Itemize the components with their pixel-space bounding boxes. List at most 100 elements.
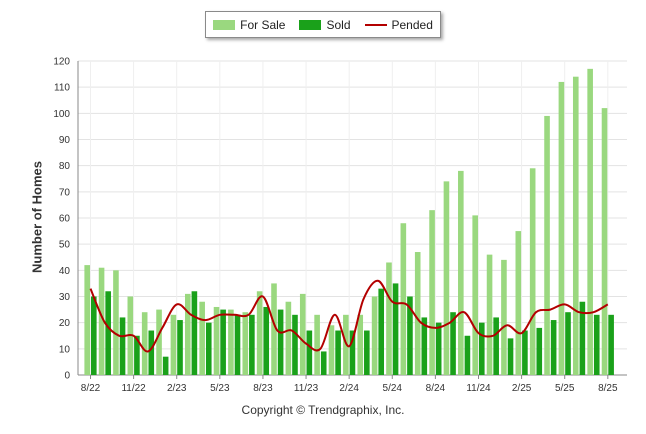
sold-bar	[450, 312, 456, 375]
sold-bar	[320, 351, 327, 375]
y-tick-label: 0	[64, 371, 70, 382]
sold-bar	[536, 327, 543, 375]
y-tick-label: 110	[54, 83, 70, 94]
gridlines	[78, 60, 627, 375]
y-axis-title: Number of Homes	[29, 161, 45, 273]
for-sale-bar	[328, 325, 335, 375]
x-tick-label: 2/24	[339, 383, 359, 394]
sold-bar	[392, 283, 399, 375]
for-sale-bar	[400, 223, 407, 375]
sold-bar	[292, 314, 298, 375]
legend-item-pended[interactable]: Pended	[364, 17, 433, 32]
legend-label-for-sale: For Sale	[240, 17, 286, 32]
sold-bar	[493, 317, 499, 375]
pended-line-layer	[89, 279, 609, 353]
y-tick-label: 10	[59, 344, 71, 355]
sold-bar	[249, 314, 255, 375]
for-sale-bar	[529, 168, 536, 375]
for-sale-bar	[299, 293, 306, 375]
for-sale-bar	[429, 210, 435, 375]
tick-labels: 0 10 20 30 40 50 60 70 80 90 100 110 120 8/22 11/22 2/2…	[53, 57, 618, 395]
y-tick-label: 120	[53, 57, 70, 68]
for-sale-bar	[515, 231, 522, 375]
sold-bar	[134, 335, 140, 375]
for-sale-bar	[199, 301, 205, 375]
sold-bar	[220, 309, 226, 375]
y-tick-label: 20	[59, 318, 71, 329]
for-sale-bar	[601, 108, 608, 375]
pended-swatch	[364, 23, 387, 26]
y-tick-label: 80	[59, 161, 71, 172]
x-tick-label: 5/25	[555, 383, 575, 394]
sold-bar	[608, 314, 614, 375]
for-sale-bar	[572, 76, 579, 375]
sold-bar	[105, 291, 111, 375]
x-tick-label: 11/24	[466, 383, 491, 394]
sold-bar	[349, 330, 356, 375]
sold-bar	[407, 296, 413, 375]
legend-label-pended: Pended	[391, 17, 433, 32]
x-tick-label: 11/23	[294, 383, 319, 394]
sold-bar	[335, 330, 341, 375]
bars	[84, 68, 614, 375]
for-sale-bar	[386, 262, 392, 375]
y-tick-label: 70	[59, 187, 71, 198]
x-tick-label: 2/23	[167, 383, 187, 394]
sold-bar	[234, 314, 241, 375]
x-tick-label: 5/23	[210, 383, 230, 394]
sold-bar	[148, 330, 155, 375]
for-sale-bar	[314, 314, 320, 375]
for-sale-bar	[256, 291, 263, 375]
sold-bar	[91, 296, 97, 375]
for-sale-bar	[486, 254, 493, 375]
for-sale-bar	[113, 270, 119, 375]
for-sale-bar	[228, 309, 234, 375]
for-sale-bar	[98, 267, 105, 375]
sold-bar	[205, 322, 212, 375]
for-sale-bar	[84, 265, 90, 375]
sold-bar	[421, 317, 428, 375]
x-tick-label: 11/22	[121, 383, 146, 394]
for-sale-bar	[156, 309, 162, 375]
for-sale-bar	[458, 170, 464, 375]
sold-bar	[306, 330, 313, 375]
legend-item-sold[interactable]: Sold	[299, 18, 351, 32]
x-tick-label: 8/25	[598, 383, 618, 394]
sold-bar	[277, 309, 284, 375]
y-tick-label: 60	[59, 214, 71, 225]
sold-swatch	[299, 19, 322, 30]
x-tick-label: 2/25	[512, 383, 532, 394]
copyright-text: Copyright © Trendgraphix, Inc.	[241, 403, 405, 417]
for-sale-bar	[443, 181, 450, 375]
for-sale-bar	[558, 81, 565, 375]
for-sale-bar	[285, 301, 292, 375]
for-sale-swatch	[213, 19, 236, 30]
sold-bar	[565, 312, 571, 375]
sold-bar	[177, 320, 183, 375]
for-sale-bar	[472, 215, 478, 375]
y-tick-label: 30	[59, 292, 71, 303]
y-tick-label: 90	[59, 135, 71, 146]
sold-bar	[522, 330, 528, 375]
for-sale-bar	[184, 293, 191, 375]
for-sale-bar	[213, 306, 220, 375]
x-tick-label: 5/24	[383, 383, 403, 394]
legend: For Sale Sold Pended	[205, 11, 441, 38]
legend-item-for-sale[interactable]: For Sale	[213, 18, 285, 32]
for-sale-bar	[271, 283, 277, 375]
sold-bar	[364, 330, 370, 375]
for-sale-bar	[170, 314, 177, 375]
sold-bar	[162, 356, 169, 375]
sold-bar	[507, 338, 514, 375]
sold-bar	[435, 322, 442, 375]
pended-line	[89, 279, 609, 353]
for-sale-bar	[544, 115, 550, 375]
sold-bar	[191, 291, 198, 375]
y-tick-label: 50	[59, 240, 71, 251]
x-tick-label: 8/24	[426, 383, 446, 394]
x-tick-label: 8/22	[81, 383, 101, 394]
sold-bar	[464, 335, 471, 375]
for-sale-bar	[587, 68, 593, 375]
sold-bar	[478, 322, 485, 375]
